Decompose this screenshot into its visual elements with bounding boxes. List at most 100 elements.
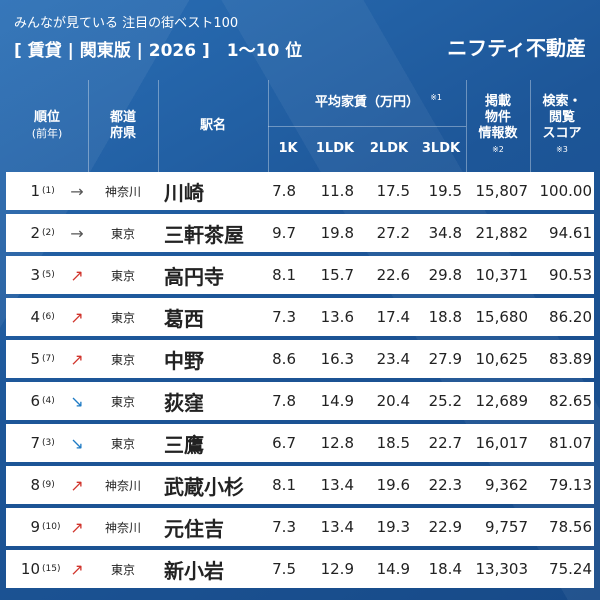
col-rank-sub: (前年) xyxy=(31,127,63,140)
trend-flat-icon: → xyxy=(70,181,84,201)
rent-2ldk: 20.4 xyxy=(376,392,410,410)
table-row: 4 (6) ↗ 東京 葛西 7.3 13.6 17.4 18.8 15,680 … xyxy=(6,298,594,336)
rent-3ldk: 25.2 xyxy=(428,392,462,410)
col-pref-label-2: 府県 xyxy=(109,126,136,141)
listings-count: 10,625 xyxy=(475,350,529,368)
prev-rank: (7) xyxy=(42,354,55,364)
prev-rank: (9) xyxy=(42,480,55,490)
prev-rank: (6) xyxy=(42,312,55,322)
station-name: 中野 xyxy=(164,348,204,373)
rent-1k: 7.3 xyxy=(272,308,296,326)
rent-3ldk: 22.9 xyxy=(428,518,462,536)
rank: 8 xyxy=(30,476,40,494)
table-row: 7 (3) ↘ 東京 三鷹 6.7 12.8 18.5 22.7 16,017 … xyxy=(6,424,594,462)
listings-count: 9,362 xyxy=(485,476,528,494)
listings-count: 13,303 xyxy=(475,560,529,578)
score: 86.20 xyxy=(549,308,592,326)
rent-1ldk: 13.4 xyxy=(320,476,354,494)
col-rent-group: 平均家賃（万円） ※1 xyxy=(268,80,466,126)
col-score-2: 閲覧 xyxy=(548,110,575,125)
header-divider xyxy=(88,80,89,172)
station-name: 元住吉 xyxy=(164,516,224,541)
rent-1k: 7.8 xyxy=(272,182,296,200)
table-header: 順位 (前年) 都道 府県 駅名 平均家賃（万円） ※1 1K 1LDK 2LD… xyxy=(6,80,594,172)
listings-count: 15,680 xyxy=(475,308,529,326)
score: 75.24 xyxy=(549,560,592,578)
rent-note: ※1 xyxy=(430,93,442,102)
prefecture: 東京 xyxy=(110,562,135,577)
col-pref-label-1: 都道 xyxy=(109,110,136,125)
header-divider xyxy=(158,80,159,172)
prefecture: 神奈川 xyxy=(104,520,141,535)
prefecture: 東京 xyxy=(110,436,135,451)
rent-2ldk: 17.5 xyxy=(376,182,410,200)
rent-1ldk: 14.9 xyxy=(320,392,354,410)
score: 82.65 xyxy=(549,392,592,410)
station-name: 武蔵小杉 xyxy=(164,474,244,499)
table-row: 8 (9) ↗ 神奈川 武蔵小杉 8.1 13.4 19.6 22.3 9,36… xyxy=(6,466,594,504)
station-name: 新小岩 xyxy=(164,558,224,583)
trend-flat-icon: → xyxy=(70,223,84,243)
prev-rank: (10) xyxy=(42,522,61,532)
trend-down-icon: ↘ xyxy=(70,391,84,411)
table-row: 6 (4) ↘ 東京 荻窪 7.8 14.9 20.4 25.2 12,689 … xyxy=(6,382,594,420)
trend-up-icon: ↗ xyxy=(70,349,84,369)
table-row: 9 (10) ↗ 神奈川 元住吉 7.3 13.4 19.3 22.9 9,75… xyxy=(6,508,594,546)
score: 94.61 xyxy=(549,224,592,242)
col-listings-2: 物件 xyxy=(484,110,511,125)
rent-1ldk: 13.6 xyxy=(320,308,354,326)
rent-3ldk: 19.5 xyxy=(428,182,462,200)
prefecture: 東京 xyxy=(110,268,135,283)
prefecture: 東京 xyxy=(110,310,135,325)
table-row: 3 (5) ↗ 東京 高円寺 8.1 15.7 22.6 29.8 10,371… xyxy=(6,256,594,294)
rank: 5 xyxy=(30,350,40,368)
rent-2ldk: 18.5 xyxy=(376,434,410,452)
col-listings-3: 情報数 xyxy=(478,126,518,141)
rank: 4 xyxy=(30,308,40,326)
col-2ldk: 2LDK xyxy=(369,141,409,156)
rent-1k: 7.3 xyxy=(272,518,296,536)
station-name: 三軒茶屋 xyxy=(164,222,244,247)
trend-up-icon: ↗ xyxy=(70,475,84,495)
trend-up-icon: ↗ xyxy=(70,559,84,579)
trend-down-icon: ↘ xyxy=(70,433,84,453)
table-row: 10 (15) ↗ 東京 新小岩 7.5 12.9 14.9 18.4 13,3… xyxy=(6,550,594,588)
rank: 7 xyxy=(30,434,40,452)
listings-count: 12,689 xyxy=(475,392,529,410)
rent-3ldk: 22.3 xyxy=(428,476,462,494)
rent-1ldk: 15.7 xyxy=(320,266,354,284)
prev-rank: (4) xyxy=(42,396,55,406)
rent-3ldk: 18.4 xyxy=(428,560,462,578)
rent-3ldk: 34.8 xyxy=(428,224,462,242)
rent-1k: 6.7 xyxy=(272,434,296,452)
trend-up-icon: ↗ xyxy=(70,265,84,285)
rent-2ldk: 23.4 xyxy=(376,350,410,368)
listings-note: ※2 xyxy=(492,145,504,154)
rent-3ldk: 29.8 xyxy=(428,266,462,284)
rank: 10 xyxy=(20,560,40,578)
rent-2ldk: 19.6 xyxy=(376,476,410,494)
col-rank-label: 順位 xyxy=(33,110,60,125)
prefecture: 神奈川 xyxy=(104,184,141,199)
col-score: 検索・ 閲覧 スコア ※3 xyxy=(530,80,594,172)
rank: 9 xyxy=(30,518,40,536)
col-1k: 1K xyxy=(278,141,298,156)
score: 90.53 xyxy=(549,266,592,284)
rent-2ldk: 17.4 xyxy=(376,308,410,326)
subtitle: みんなが見ている 注目の街ベスト100 xyxy=(14,16,239,31)
station-name: 高円寺 xyxy=(164,264,224,289)
col-1ldk: 1LDK xyxy=(315,141,355,156)
station-name: 三鷹 xyxy=(164,432,204,457)
rent-1k: 8.6 xyxy=(272,350,296,368)
score: 83.89 xyxy=(549,350,592,368)
trend-up-icon: ↗ xyxy=(70,517,84,537)
rent-2ldk: 27.2 xyxy=(376,224,410,242)
prev-rank: (1) xyxy=(42,186,55,196)
prev-rank: (2) xyxy=(42,228,55,238)
rent-1ldk: 12.9 xyxy=(320,560,354,578)
rent-1k: 7.8 xyxy=(272,392,296,410)
col-rank: 順位 (前年) xyxy=(6,80,88,172)
col-station: 駅名 xyxy=(199,118,226,133)
listings-count: 16,017 xyxy=(475,434,529,452)
header-divider xyxy=(268,80,269,172)
